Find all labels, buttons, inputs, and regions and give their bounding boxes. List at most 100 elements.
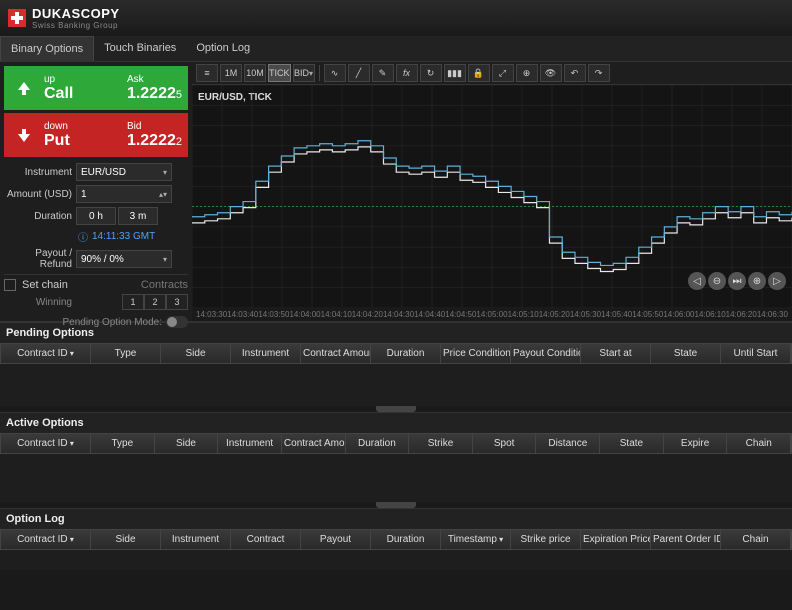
payout-dropdown[interactable]: 90% / 0% ▾ (76, 250, 172, 268)
duration-hours[interactable]: 0 h (76, 207, 116, 225)
pending-options-body (0, 364, 792, 406)
bid-button[interactable]: BID ▾ (293, 64, 315, 82)
column-header[interactable]: Type (91, 434, 155, 453)
contract-3[interactable]: 3 (166, 294, 188, 310)
contract-2[interactable]: 2 (144, 294, 166, 310)
draw-icon[interactable]: ╱ (348, 64, 370, 82)
contracts-label: Contracts (141, 279, 188, 291)
tab-binary-options[interactable]: Binary Options (0, 36, 94, 61)
column-header[interactable]: Until Start (721, 344, 791, 363)
instrument-dropdown[interactable]: EUR/USD▾ (76, 163, 172, 181)
pending-mode-toggle[interactable] (166, 316, 188, 328)
tf-10m[interactable]: 10M (244, 64, 266, 82)
column-header[interactable]: Instrument (161, 530, 231, 549)
ask-label: Ask (127, 74, 182, 85)
active-options-columns: Contract ID ▾TypeSideInstrumentContract … (0, 433, 792, 454)
clock-time: 14:11:33 GMT (92, 231, 155, 242)
redo-icon[interactable]: ↷ (588, 64, 610, 82)
setchain-checkbox[interactable] (4, 279, 16, 291)
column-header[interactable]: Payout (301, 530, 371, 549)
column-header[interactable]: Contract ID ▾ (1, 434, 91, 453)
chart-prev-icon[interactable]: ◁ (688, 272, 706, 290)
main-nav: Binary Options Touch Binaries Option Log (0, 36, 792, 62)
instrument-label: Instrument (4, 167, 76, 178)
lock-icon[interactable]: 🔒 (468, 64, 490, 82)
column-header[interactable]: Strike price (511, 530, 581, 549)
column-header[interactable]: Duration (371, 530, 441, 549)
column-header[interactable]: Contract ID ▾ (1, 530, 91, 549)
column-header[interactable]: Expire (664, 434, 728, 453)
column-header[interactable]: Duration (346, 434, 410, 453)
contract-1[interactable]: 1 (122, 294, 144, 310)
column-header[interactable]: Price Condition (441, 344, 511, 363)
option-log-header: Option Log (0, 508, 792, 529)
column-header[interactable]: Distance (536, 434, 600, 453)
tab-option-log[interactable]: Option Log (186, 36, 260, 61)
column-header[interactable]: Duration (371, 344, 441, 363)
pencil-icon[interactable]: ✎ (372, 64, 394, 82)
column-header[interactable]: Spot (473, 434, 537, 453)
column-header[interactable]: Side (155, 434, 219, 453)
amount-label: Amount (USD) (4, 189, 76, 200)
order-panel: upCall Ask1.22225 downPut Bid1.22222 Ins… (0, 62, 192, 321)
instrument-value: EUR/USD (81, 167, 126, 178)
put-button[interactable]: downPut Bid1.22222 (4, 113, 188, 157)
wave-icon[interactable]: ∿ (324, 64, 346, 82)
price-chart[interactable]: ◁ ⊖ ⏭ ⊕ ▷ (192, 85, 792, 308)
column-header[interactable]: Chain (721, 530, 791, 549)
up-arrow-icon (10, 74, 38, 102)
eye-icon[interactable]: 👁 (540, 64, 562, 82)
column-header[interactable]: Contract ID ▾ (1, 344, 91, 363)
column-header[interactable]: Expiration Price (581, 530, 651, 549)
winning-label: Winning (4, 297, 76, 308)
chart-zoomout-icon[interactable]: ⊖ (708, 272, 726, 290)
column-header[interactable]: Contract Amount (301, 344, 371, 363)
fx-icon[interactable]: fx (396, 64, 418, 82)
column-header[interactable]: Contract (231, 530, 301, 549)
zoom-icon[interactable]: ⊕ (516, 64, 538, 82)
refresh-icon[interactable]: ↻ (420, 64, 442, 82)
chart-next-icon[interactable]: ▷ (768, 272, 786, 290)
menu-icon[interactable]: ≡ (196, 64, 218, 82)
column-header[interactable]: Payout Condition (511, 344, 581, 363)
column-header[interactable]: Parent Order ID (651, 530, 721, 549)
ask-dec: 5 (176, 89, 182, 101)
put-label: Put (44, 132, 70, 150)
column-header[interactable]: Timestamp ▾ (441, 530, 511, 549)
chart-zoomin-icon[interactable]: ⊕ (748, 272, 766, 290)
bid-btn-label: BID (294, 68, 309, 78)
column-header[interactable]: Side (161, 344, 231, 363)
bid-label: Bid (127, 121, 182, 132)
payout-label: Payout / Refund (4, 248, 76, 270)
pending-mode-label: Pending Option Mode: (62, 317, 162, 328)
brand-sub: Swiss Banking Group (32, 21, 120, 30)
call-label: Call (44, 85, 73, 103)
duration-minutes[interactable]: 3 m (118, 207, 158, 225)
amount-input[interactable]: 1▴▾ (76, 185, 172, 203)
payout-value: 90% / 0% (81, 254, 124, 265)
call-button[interactable]: upCall Ask1.22225 (4, 66, 188, 110)
chart-xaxis: 14:03:3014:03:4014:03:5014:04:0014:04:10… (192, 308, 792, 321)
tf-tick[interactable]: TICK (268, 64, 291, 82)
put-dir: down (44, 121, 70, 132)
bid-price: 1.2222 (127, 132, 176, 149)
bars-icon[interactable]: ▮▮▮ (444, 64, 466, 82)
tf-1m[interactable]: 1M (220, 64, 242, 82)
column-header[interactable]: Type (91, 344, 161, 363)
column-header[interactable]: Instrument (231, 344, 301, 363)
column-header[interactable]: Side (91, 530, 161, 549)
column-header[interactable]: Start at (581, 344, 651, 363)
bid-dec: 2 (176, 136, 182, 148)
column-header[interactable]: Strike (409, 434, 473, 453)
expand-icon[interactable]: ⤢ (492, 64, 514, 82)
tab-touch-binaries[interactable]: Touch Binaries (94, 36, 186, 61)
column-header[interactable]: Contract Amount / Payout (282, 434, 346, 453)
chevron-down-icon: ▾ (163, 255, 167, 264)
column-header[interactable]: State (651, 344, 721, 363)
chart-fwd-icon[interactable]: ⏭ (728, 272, 746, 290)
column-header[interactable]: State (600, 434, 664, 453)
undo-icon[interactable]: ↶ (564, 64, 586, 82)
logo-icon (8, 9, 26, 27)
column-header[interactable]: Chain (727, 434, 791, 453)
column-header[interactable]: Instrument (218, 434, 282, 453)
